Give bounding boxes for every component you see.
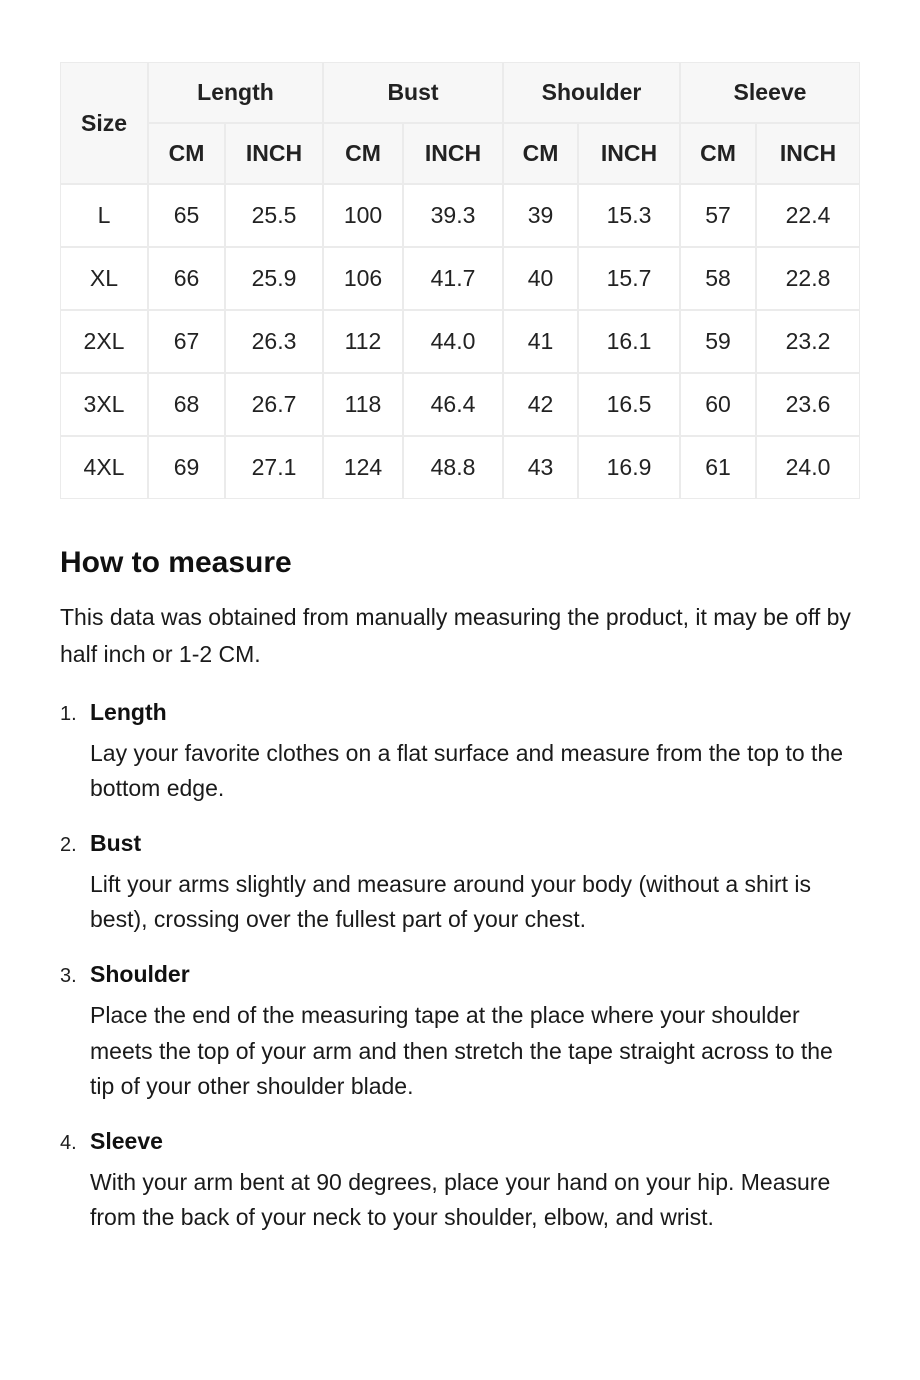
column-header-length: Length [148, 62, 323, 123]
value-cell: 65 [148, 184, 225, 247]
value-cell: 41 [503, 310, 578, 373]
size-chart-header: Size Length Bust Shoulder Sleeve CM INCH… [60, 62, 860, 184]
unit-header-inch: INCH [756, 123, 860, 184]
step-heading: 1. Length [60, 699, 860, 726]
value-cell: 39 [503, 184, 578, 247]
step-description: Place the end of the measuring tape at t… [90, 1002, 833, 1099]
measure-step-shoulder: 3. Shoulder Place the end of the measuri… [60, 961, 860, 1104]
size-cell: 2XL [60, 310, 148, 373]
value-cell: 41.7 [403, 247, 503, 310]
size-cell: 3XL [60, 373, 148, 436]
value-cell: 22.4 [756, 184, 860, 247]
value-cell: 59 [680, 310, 756, 373]
value-cell: 23.2 [756, 310, 860, 373]
value-cell: 118 [323, 373, 403, 436]
value-cell: 40 [503, 247, 578, 310]
measure-steps-list: 1. Length Lay your favorite clothes on a… [60, 699, 860, 1236]
value-cell: 100 [323, 184, 403, 247]
unit-header-inch: INCH [225, 123, 323, 184]
table-row: XL 66 25.9 106 41.7 40 15.7 58 22.8 [60, 247, 860, 310]
value-cell: 26.3 [225, 310, 323, 373]
value-cell: 22.8 [756, 247, 860, 310]
measure-step-sleeve: 4. Sleeve With your arm bent at 90 degre… [60, 1128, 860, 1235]
value-cell: 27.1 [225, 436, 323, 499]
header-row-groups: Size Length Bust Shoulder Sleeve [60, 62, 860, 184]
step-description: Lay your favorite clothes on a flat surf… [90, 739, 844, 801]
measure-step-length: 1. Length Lay your favorite clothes on a… [60, 699, 860, 806]
step-label: Sleeve [90, 1127, 163, 1154]
unit-header-cm: CM [148, 123, 225, 184]
value-cell: 67 [148, 310, 225, 373]
value-cell: 58 [680, 247, 756, 310]
measure-step-bust: 2. Bust Lift your arms slightly and meas… [60, 830, 860, 937]
column-header-bust: Bust [323, 62, 503, 123]
size-cell: L [60, 184, 148, 247]
table-row: 4XL 69 27.1 124 48.8 43 16.9 61 24.0 [60, 436, 860, 499]
value-cell: 42 [503, 373, 578, 436]
step-number: 1. [60, 702, 77, 725]
table-row: 2XL 67 26.3 112 44.0 41 16.1 59 23.2 [60, 310, 860, 373]
step-number: 4. [60, 1131, 77, 1154]
column-header-shoulder: Shoulder [503, 62, 680, 123]
value-cell: 43 [503, 436, 578, 499]
size-cell: XL [60, 247, 148, 310]
size-guide-page: Size Length Bust Shoulder Sleeve CM INCH… [60, 62, 860, 1236]
column-header-size: Size [60, 62, 148, 184]
value-cell: 16.1 [578, 310, 680, 373]
header-row-units: CM INCH CM INCH CM INCH CM INCH [60, 123, 860, 184]
size-chart-table: Size Length Bust Shoulder Sleeve CM INCH… [60, 62, 860, 499]
value-cell: 61 [680, 436, 756, 499]
size-cell: 4XL [60, 436, 148, 499]
value-cell: 26.7 [225, 373, 323, 436]
step-heading: 2. Bust [60, 830, 860, 857]
value-cell: 44.0 [403, 310, 503, 373]
value-cell: 25.5 [225, 184, 323, 247]
step-label: Length [90, 698, 167, 725]
value-cell: 68 [148, 373, 225, 436]
unit-header-cm: CM [323, 123, 403, 184]
unit-header-cm: CM [503, 123, 578, 184]
value-cell: 69 [148, 436, 225, 499]
step-description: With your arm bent at 90 degrees, place … [90, 1168, 831, 1231]
unit-header-inch: INCH [578, 123, 680, 184]
step-label: Bust [90, 829, 142, 856]
value-cell: 23.6 [756, 373, 860, 436]
how-to-measure-title: How to measure [60, 546, 292, 579]
value-cell: 112 [323, 310, 403, 373]
unit-header-inch: INCH [403, 123, 503, 184]
step-heading: 3. Shoulder [60, 961, 860, 988]
step-heading: 4. Sleeve [60, 1128, 860, 1155]
measure-intro-text: This data was obtained from manually mea… [60, 604, 851, 667]
value-cell: 57 [680, 184, 756, 247]
value-cell: 106 [323, 247, 403, 310]
value-cell: 25.9 [225, 247, 323, 310]
table-row: 3XL 68 26.7 118 46.4 42 16.5 60 23.6 [60, 373, 860, 436]
value-cell: 15.7 [578, 247, 680, 310]
value-cell: 15.3 [578, 184, 680, 247]
column-header-sleeve: Sleeve [680, 62, 860, 123]
table-row: L 65 25.5 100 39.3 39 15.3 57 22.4 [60, 184, 860, 247]
value-cell: 46.4 [403, 373, 503, 436]
value-cell: 16.9 [578, 436, 680, 499]
step-description: Lift your arms slightly and measure arou… [90, 870, 811, 933]
value-cell: 60 [680, 373, 756, 436]
step-label: Shoulder [90, 961, 190, 988]
value-cell: 124 [323, 436, 403, 499]
value-cell: 24.0 [756, 436, 860, 499]
step-number: 2. [60, 833, 77, 856]
unit-header-cm: CM [680, 123, 756, 184]
value-cell: 16.5 [578, 373, 680, 436]
value-cell: 66 [148, 247, 225, 310]
size-chart-body: L 65 25.5 100 39.3 39 15.3 57 22.4 XL 66… [60, 184, 860, 499]
value-cell: 39.3 [403, 184, 503, 247]
step-number: 3. [60, 965, 77, 988]
value-cell: 48.8 [403, 436, 503, 499]
